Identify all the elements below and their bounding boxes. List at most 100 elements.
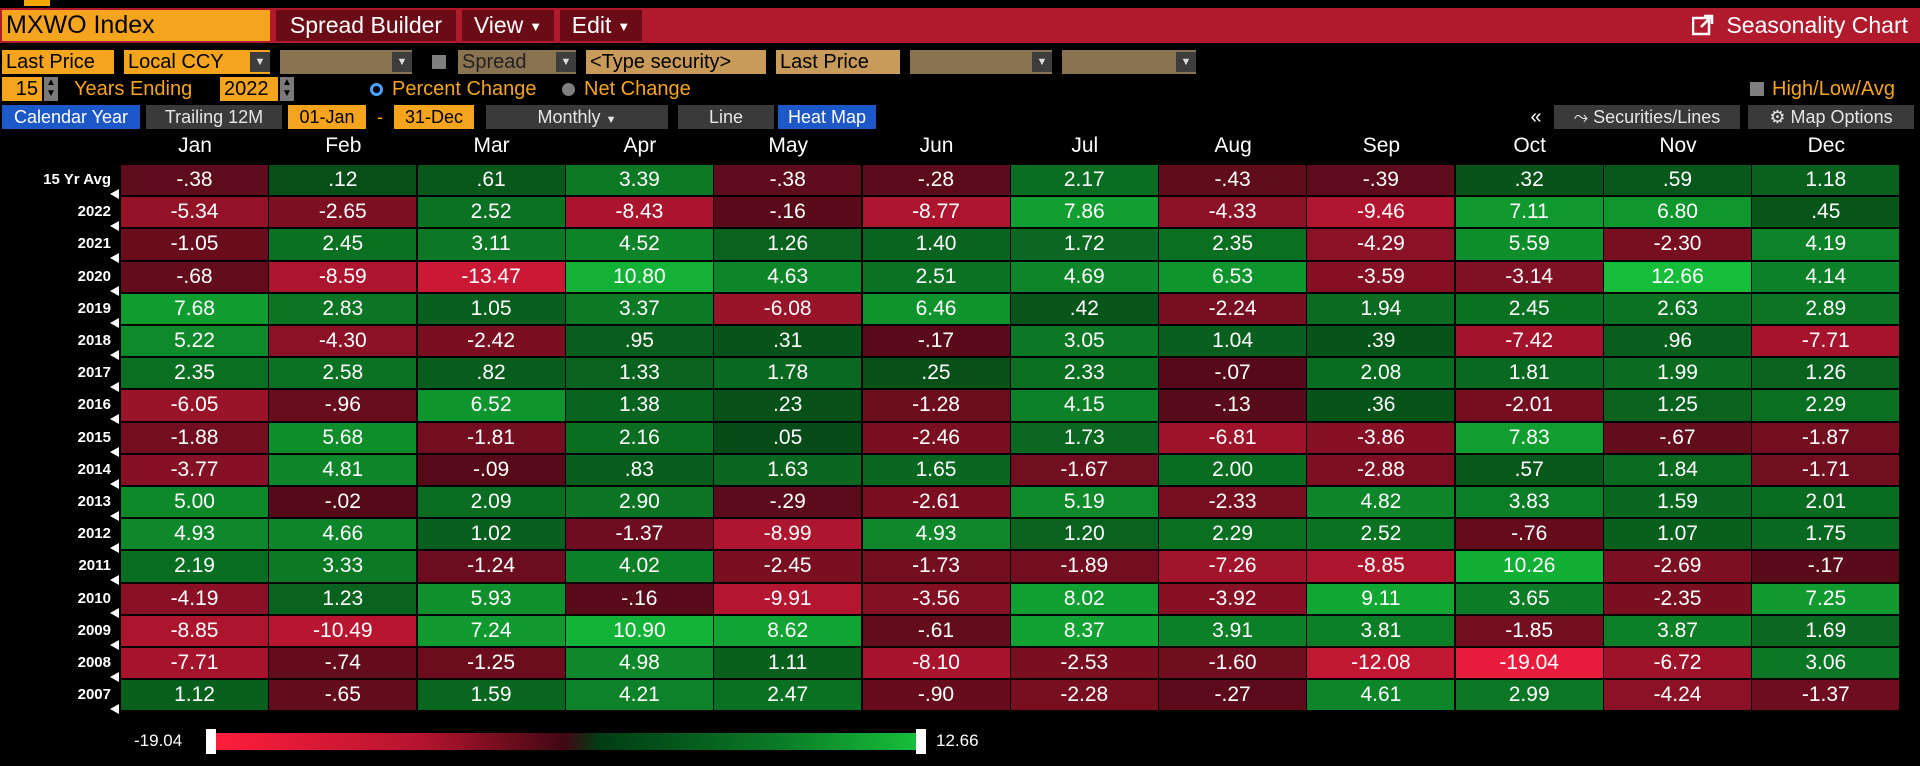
heat-map-cell[interactable]: -10.49 <box>269 615 417 646</box>
heat-map-cell[interactable]: 4.98 <box>565 648 713 679</box>
heat-map-cell[interactable]: 4.52 <box>565 229 713 260</box>
heat-map-cell[interactable]: 4.93 <box>862 519 1010 550</box>
heat-map-cell[interactable]: 1.40 <box>862 229 1010 260</box>
heat-map-cell[interactable]: -.27 <box>1159 680 1307 711</box>
heat-map-cell[interactable]: 2.52 <box>1307 519 1455 550</box>
heat-map-cell[interactable]: -8.10 <box>862 648 1010 679</box>
heat-map-cell[interactable]: -8.85 <box>1307 551 1455 582</box>
heat-map-cell[interactable]: -.17 <box>862 326 1010 357</box>
heat-map-cell[interactable]: -8.99 <box>714 519 862 550</box>
heat-map-cell[interactable]: 7.11 <box>1455 197 1603 228</box>
heat-map-cell[interactable]: 1.72 <box>1010 229 1158 260</box>
heat-map-cell[interactable]: -3.59 <box>1307 261 1455 292</box>
heat-map-cell[interactable]: -1.71 <box>1752 454 1900 485</box>
heat-map-cell[interactable]: -1.89 <box>1010 551 1158 582</box>
heat-map-cell[interactable]: 1.94 <box>1307 293 1455 324</box>
heat-map-cell[interactable]: -12.08 <box>1307 648 1455 679</box>
heat-map-cell[interactable]: 5.93 <box>417 583 565 614</box>
heat-map-cell[interactable]: 2.45 <box>269 229 417 260</box>
heat-map-cell[interactable]: -2.88 <box>1307 454 1455 485</box>
heat-map-cell[interactable]: -.28 <box>862 165 1010 196</box>
heat-map-cell[interactable]: 7.24 <box>417 615 565 646</box>
heat-map-cell[interactable]: 3.87 <box>1604 615 1751 646</box>
heat-map-cell[interactable]: 2.35 <box>121 358 268 389</box>
heat-map-cell[interactable]: -.16 <box>565 583 713 614</box>
heat-map-cell[interactable]: -.29 <box>714 487 862 518</box>
heat-map-cell[interactable]: -.09 <box>417 454 565 485</box>
heat-map-cell[interactable]: -.17 <box>1752 551 1900 582</box>
heat-map-cell[interactable]: 7.68 <box>121 293 268 324</box>
heat-map-cell[interactable]: -.74 <box>269 648 417 679</box>
tab-line[interactable]: Line <box>678 105 774 129</box>
heat-map-cell[interactable]: .39 <box>1307 326 1455 357</box>
heat-map-cell[interactable]: 2.47 <box>714 680 862 711</box>
heat-map-cell[interactable]: -2.42 <box>417 326 565 357</box>
heat-map-cell[interactable]: 2.89 <box>1752 293 1900 324</box>
heat-map-cell[interactable]: 7.86 <box>1010 197 1158 228</box>
heat-map-cell[interactable]: 10.80 <box>565 261 713 292</box>
heat-map-cell[interactable]: -.96 <box>269 390 417 421</box>
heat-map-cell[interactable]: 3.11 <box>417 229 565 260</box>
heat-map-cell[interactable]: -3.14 <box>1455 261 1603 292</box>
heat-map-cell[interactable]: -4.19 <box>121 583 268 614</box>
heat-map-cell[interactable]: 3.39 <box>565 165 713 196</box>
page-title[interactable]: Seasonality Chart <box>1692 10 1908 41</box>
heat-map-cell[interactable]: 6.46 <box>862 293 1010 324</box>
heat-map-cell[interactable]: .82 <box>417 358 565 389</box>
tab-heat-map[interactable]: Heat Map <box>778 105 876 129</box>
heat-map-cell[interactable]: -8.59 <box>269 261 417 292</box>
heat-map-cell[interactable]: 1.05 <box>417 293 565 324</box>
heat-map-cell[interactable]: 4.61 <box>1307 680 1455 711</box>
heat-map-cell[interactable]: .23 <box>714 390 862 421</box>
heat-map-cell[interactable]: -4.24 <box>1604 680 1751 711</box>
heat-map-cell[interactable]: 8.37 <box>1010 615 1158 646</box>
heat-map-cell[interactable]: 9.11 <box>1307 583 1455 614</box>
heat-map-cell[interactable]: 3.33 <box>269 551 417 582</box>
heat-map-cell[interactable]: 2.17 <box>1010 165 1158 196</box>
heat-map-cell[interactable]: -1.88 <box>121 422 268 453</box>
heat-map-cell[interactable]: 2.90 <box>565 487 713 518</box>
heat-map-cell[interactable]: -.16 <box>714 197 862 228</box>
heat-map-cell[interactable]: -.43 <box>1159 165 1307 196</box>
heat-map-cell[interactable]: -1.28 <box>862 390 1010 421</box>
heat-map-cell[interactable]: 6.53 <box>1159 261 1307 292</box>
years-stepper[interactable]: ▲ ▼ <box>44 77 58 101</box>
heat-map-cell[interactable]: 4.02 <box>565 551 713 582</box>
ending-year-input[interactable]: 2022 <box>220 77 278 101</box>
heat-map-cell[interactable]: -6.05 <box>121 390 268 421</box>
heat-map-cell[interactable]: -2.69 <box>1604 551 1751 582</box>
heat-map-cell[interactable]: -7.26 <box>1159 551 1307 582</box>
heat-map-cell[interactable]: -19.04 <box>1455 648 1603 679</box>
heat-map-cell[interactable]: -.39 <box>1307 165 1455 196</box>
heat-map-cell[interactable]: 2.29 <box>1752 390 1900 421</box>
heat-map-cell[interactable]: -2.01 <box>1455 390 1603 421</box>
heat-map-cell[interactable]: 2.35 <box>1159 229 1307 260</box>
heat-map-cell[interactable]: 1.20 <box>1010 519 1158 550</box>
spread-builder-button[interactable]: Spread Builder <box>276 10 456 41</box>
heat-map-cell[interactable]: -.65 <box>269 680 417 711</box>
heat-map-cell[interactable]: 3.81 <box>1307 615 1455 646</box>
heat-map-cell[interactable]: 2.52 <box>417 197 565 228</box>
currency-select[interactable]: Local CCY ▼ <box>124 50 270 74</box>
heat-map-cell[interactable]: -8.77 <box>862 197 1010 228</box>
heat-map-cell[interactable]: .32 <box>1455 165 1603 196</box>
heat-map-cell[interactable]: -.61 <box>862 615 1010 646</box>
heat-map-cell[interactable]: -6.81 <box>1159 422 1307 453</box>
heat-map-cell[interactable]: 1.78 <box>714 358 862 389</box>
price-field-2-select[interactable]: Last Price <box>776 50 900 74</box>
heat-map-cell[interactable]: 2.58 <box>269 358 417 389</box>
heat-map-cell[interactable]: 7.83 <box>1455 422 1603 453</box>
heat-map-cell[interactable]: -3.77 <box>121 454 268 485</box>
heat-map-cell[interactable]: .59 <box>1604 165 1751 196</box>
heat-map-cell[interactable]: 1.38 <box>565 390 713 421</box>
heat-map-cell[interactable]: 2.01 <box>1752 487 1900 518</box>
heat-map-cell[interactable]: 3.65 <box>1455 583 1603 614</box>
heat-map-cell[interactable]: -2.33 <box>1159 487 1307 518</box>
end-date-input[interactable]: 31-Dec <box>394 105 474 129</box>
heat-map-cell[interactable]: -4.33 <box>1159 197 1307 228</box>
legend-min-handle[interactable] <box>206 729 216 754</box>
heat-map-cell[interactable]: -1.73 <box>862 551 1010 582</box>
heat-map-cell[interactable]: -9.91 <box>714 583 862 614</box>
heat-map-cell[interactable]: -1.37 <box>565 519 713 550</box>
heat-map-cell[interactable]: 1.07 <box>1604 519 1751 550</box>
